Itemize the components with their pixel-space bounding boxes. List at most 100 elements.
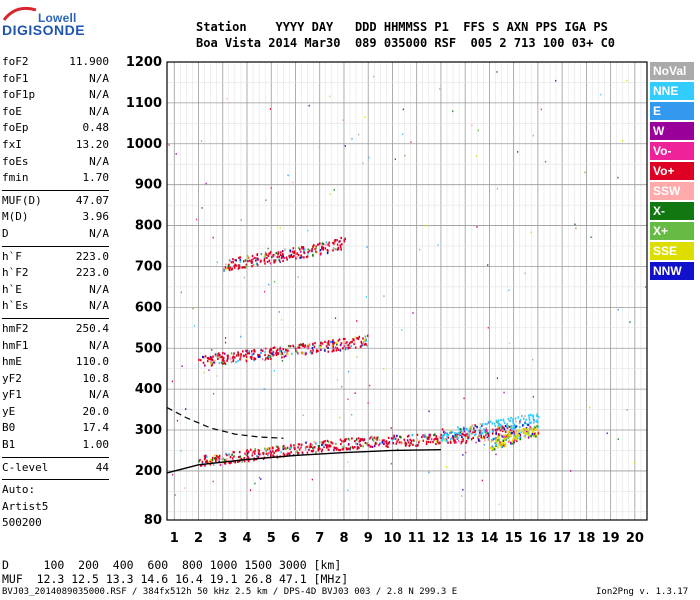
- echo-point: [511, 442, 513, 445]
- echo-point: [497, 426, 499, 429]
- echo-point: [257, 451, 260, 455]
- echo-point: [295, 257, 297, 260]
- echo-point: [526, 423, 529, 426]
- echo-point: [489, 420, 492, 423]
- param-name: foEs: [2, 154, 29, 168]
- param-row: C-level 44: [2, 460, 109, 477]
- echo-point: [533, 432, 536, 435]
- echo-point: [399, 435, 401, 438]
- noise-point: [584, 171, 586, 174]
- param-row: 500200: [2, 515, 109, 532]
- echo-point: [264, 447, 266, 450]
- echo-point: [322, 440, 325, 443]
- echo-point: [527, 423, 529, 427]
- noise-point: [342, 119, 344, 121]
- echo-point: [487, 432, 490, 436]
- echo-point: [237, 351, 239, 354]
- x-tick-label: 15: [505, 531, 523, 546]
- echo-point: [536, 413, 539, 416]
- echo-point: [297, 451, 300, 455]
- echo-point: [344, 439, 347, 442]
- echo-point: [525, 418, 527, 422]
- echo-point: [470, 427, 472, 430]
- echo-point: [450, 437, 453, 440]
- echo-point: [474, 433, 477, 436]
- echo-point: [336, 447, 339, 450]
- noise-point: [351, 413, 353, 416]
- y-tick-label: 800: [135, 219, 162, 234]
- echo-point: [212, 463, 215, 467]
- echo-point: [480, 434, 482, 437]
- echo-point: [493, 422, 496, 425]
- echo-point: [308, 448, 310, 451]
- noise-point: [356, 320, 358, 322]
- echo-point: [358, 440, 361, 443]
- x-tick-label: 19: [602, 531, 620, 546]
- param-name: yE: [2, 404, 16, 418]
- echo-point: [454, 433, 457, 437]
- echo-point: [355, 442, 357, 445]
- echo-point: [331, 442, 334, 445]
- echo-point: [416, 433, 419, 436]
- echo-point: [497, 420, 500, 423]
- echo-point: [258, 353, 261, 357]
- echo-point: [288, 452, 291, 455]
- echo-point: [394, 437, 397, 440]
- echo-point: [310, 449, 313, 453]
- echo-point: [307, 250, 309, 254]
- echo-point: [238, 455, 240, 459]
- echo-point: [230, 261, 233, 264]
- echo-point: [533, 435, 535, 438]
- echo-point: [266, 448, 269, 451]
- echo-point: [373, 444, 376, 448]
- echo-point: [341, 440, 343, 443]
- echo-point: [203, 455, 206, 458]
- echo-point: [311, 347, 314, 350]
- echo-point: [297, 446, 299, 449]
- y-tick-label: 400: [135, 382, 162, 397]
- echo-point: [204, 456, 206, 460]
- echo-point: [461, 435, 463, 438]
- echo-point: [279, 253, 282, 257]
- echo-point: [346, 347, 349, 350]
- echo-point: [300, 256, 303, 259]
- echo-point: [247, 260, 249, 263]
- noise-point: [333, 188, 335, 191]
- param-row: fxI 13.20: [2, 137, 109, 154]
- echo-point: [400, 442, 403, 445]
- echo-point: [409, 442, 411, 446]
- echo-point: [342, 337, 345, 341]
- logo-swoosh-icon: [2, 6, 37, 21]
- echo-point: [427, 440, 430, 444]
- echo-point: [465, 428, 467, 431]
- echo-point: [236, 460, 239, 464]
- echo-point: [267, 355, 269, 359]
- echo-point: [289, 255, 292, 258]
- param-value: N/A: [89, 71, 109, 85]
- echo-point: [339, 448, 341, 452]
- echo-point: [227, 266, 229, 269]
- echo-point: [247, 460, 250, 463]
- noise-point: [617, 438, 619, 440]
- noise-point: [240, 219, 242, 221]
- noise-point: [622, 140, 624, 142]
- echo-point: [321, 441, 324, 444]
- echo-point: [275, 445, 278, 448]
- echo-point: [300, 246, 303, 249]
- echo-point: [527, 433, 530, 437]
- echo-point: [423, 433, 426, 436]
- noise-point: [243, 276, 245, 279]
- echo-point: [321, 247, 323, 250]
- echo-point: [245, 360, 248, 363]
- echo-point: [302, 342, 304, 346]
- echo-point: [302, 247, 305, 250]
- echo-point: [343, 440, 345, 443]
- header-values: Boa Vista 2014 Mar30 089 035000 RSF 005 …: [196, 36, 616, 50]
- echo-point: [524, 421, 526, 424]
- echo-point: [230, 360, 233, 364]
- echo-point: [344, 237, 347, 240]
- echo-point: [339, 349, 342, 352]
- echo-point: [430, 438, 433, 441]
- echo-point: [456, 433, 459, 436]
- echo-point: [535, 425, 538, 428]
